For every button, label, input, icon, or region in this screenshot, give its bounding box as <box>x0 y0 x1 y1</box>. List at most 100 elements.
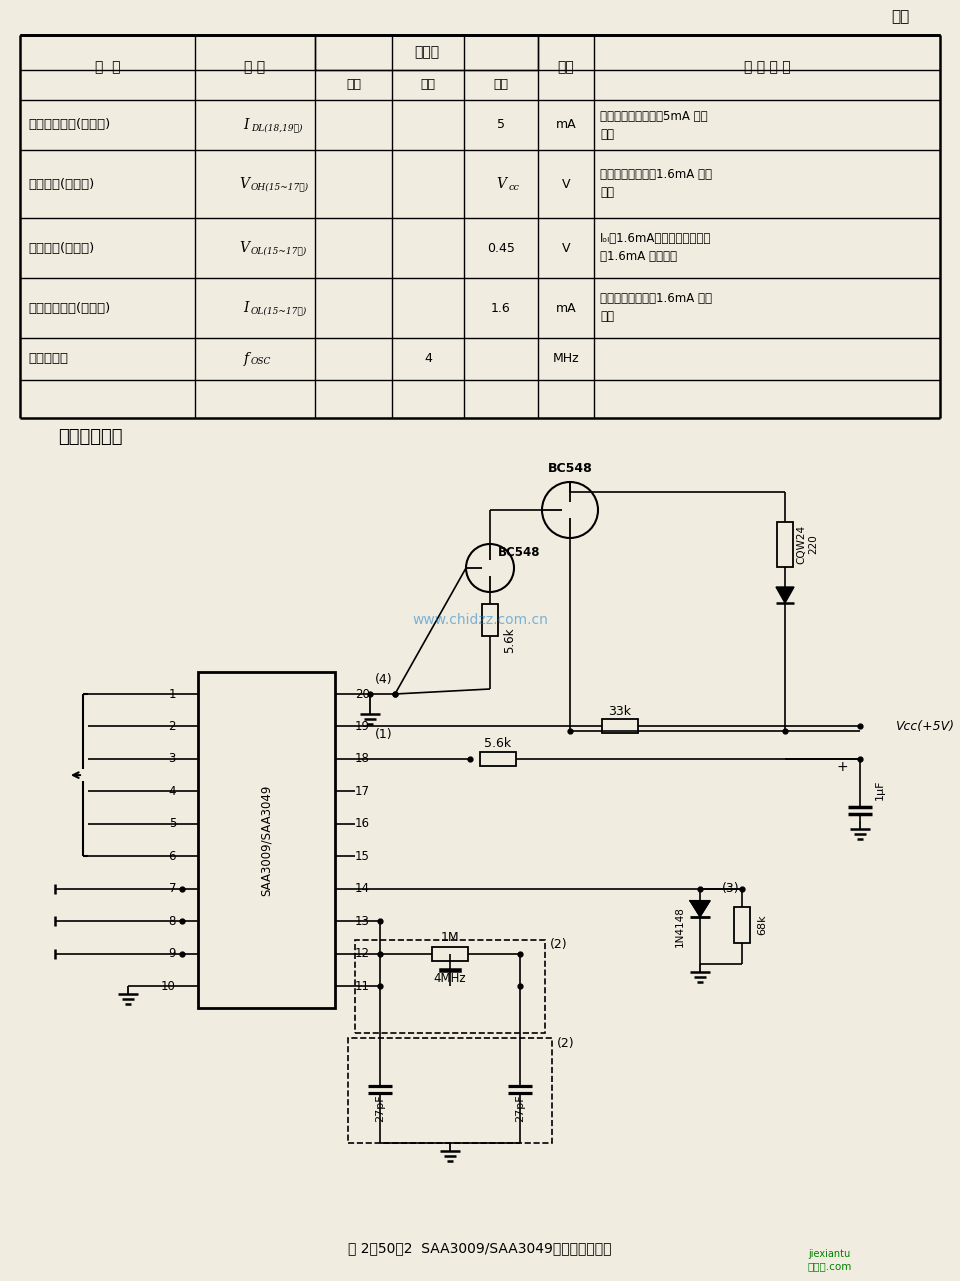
Text: OL(15~17脚): OL(15~17脚) <box>251 246 307 255</box>
Polygon shape <box>776 587 794 603</box>
Text: f: f <box>244 352 249 366</box>
Text: BC548: BC548 <box>547 461 592 474</box>
Text: jiexiantu: jiexiantu <box>808 1249 851 1259</box>
Text: +: + <box>836 760 848 774</box>
Text: 10: 10 <box>161 980 176 993</box>
Text: 名  称: 名 称 <box>95 60 120 74</box>
Text: (1): (1) <box>375 728 393 740</box>
Text: I: I <box>244 118 249 132</box>
Text: 1μF: 1μF <box>875 780 885 801</box>
Text: 带内部上拉电阻的1.6mA 开漏: 带内部上拉电阻的1.6mA 开漏 <box>600 292 712 305</box>
Text: V: V <box>496 177 506 191</box>
Text: 12: 12 <box>355 947 370 959</box>
Bar <box>198 673 335 1008</box>
Bar <box>348 1038 552 1143</box>
Text: 输入电压(高电平): 输入电压(高电平) <box>28 178 94 191</box>
Text: 18: 18 <box>355 752 370 765</box>
Text: V: V <box>562 178 570 191</box>
Bar <box>355 939 545 1032</box>
Text: OSC: OSC <box>251 357 272 366</box>
Text: mA: mA <box>556 119 576 132</box>
Bar <box>777 521 793 567</box>
Text: 5: 5 <box>169 817 176 830</box>
Text: 输出吸收电流(低电平): 输出吸收电流(低电平) <box>28 301 110 315</box>
Text: 68k: 68k <box>757 915 767 935</box>
Text: 15: 15 <box>355 849 370 862</box>
Text: 最小: 最小 <box>346 78 361 91</box>
Text: 5.6k: 5.6k <box>503 628 516 653</box>
Bar <box>602 720 638 734</box>
Text: 0.45: 0.45 <box>487 242 515 255</box>
Text: 典型应用电路: 典型应用电路 <box>58 428 123 446</box>
Text: OL(15~17脚): OL(15~17脚) <box>251 306 307 315</box>
Text: 27pF: 27pF <box>375 1095 385 1122</box>
Text: (3): (3) <box>722 883 739 895</box>
Text: 27pF: 27pF <box>515 1095 525 1122</box>
Text: 3: 3 <box>169 752 176 765</box>
Text: mA: mA <box>556 301 576 315</box>
Text: 测 试 条 件: 测 试 条 件 <box>744 60 790 74</box>
Text: Iₒₗ＝1.6mA，带内部上拉电阻: Iₒₗ＝1.6mA，带内部上拉电阻 <box>600 232 711 246</box>
Text: (2): (2) <box>557 1036 575 1049</box>
Text: 33k: 33k <box>609 705 632 717</box>
Polygon shape <box>316 36 538 70</box>
Text: 带内部上拉电阻的1.6mA 开漏: 带内部上拉电阻的1.6mA 开漏 <box>600 169 712 182</box>
Text: 参数値: 参数値 <box>414 46 439 59</box>
Text: V: V <box>239 177 249 191</box>
Text: 17: 17 <box>355 785 370 798</box>
Text: 9: 9 <box>169 947 176 959</box>
Text: MHz: MHz <box>553 352 579 365</box>
Text: 输出: 输出 <box>600 128 614 141</box>
Text: (4): (4) <box>375 673 393 685</box>
Text: 5: 5 <box>497 119 505 132</box>
Text: 接线图.com: 接线图.com <box>808 1261 852 1271</box>
Text: 续表: 续表 <box>891 9 909 24</box>
Text: 13: 13 <box>355 915 370 927</box>
Text: cc: cc <box>509 182 520 191</box>
Text: I: I <box>244 301 249 315</box>
Text: 14: 14 <box>355 883 370 895</box>
Bar <box>480 752 516 766</box>
Text: 2: 2 <box>169 720 176 733</box>
Text: 4: 4 <box>424 352 432 365</box>
Text: DL(18,19脚): DL(18,19脚) <box>251 123 302 132</box>
Text: 20: 20 <box>355 688 370 701</box>
Text: 7: 7 <box>169 883 176 895</box>
Text: V: V <box>239 241 249 255</box>
Text: 图 2－50－2  SAA3009/SAA3049典型应用电路图: 图 2－50－2 SAA3009/SAA3049典型应用电路图 <box>348 1241 612 1255</box>
Text: V: V <box>562 242 570 255</box>
Text: 19: 19 <box>355 720 370 733</box>
Bar <box>432 947 468 961</box>
Text: Vcc(+5V): Vcc(+5V) <box>895 720 954 733</box>
Text: 不带内部上拉电阻的5mA 开漏: 不带内部上拉电阻的5mA 开漏 <box>600 109 708 123</box>
Polygon shape <box>690 901 710 917</box>
Text: 4: 4 <box>169 785 176 798</box>
Text: (2): (2) <box>550 938 567 951</box>
Bar <box>482 605 498 635</box>
Text: 输入电压(低电平): 输入电压(低电平) <box>28 242 94 255</box>
Text: 最大: 最大 <box>493 78 509 91</box>
Text: 输出吸收电流(低电平): 输出吸收电流(低电平) <box>28 119 110 132</box>
Text: 1M: 1M <box>441 931 459 944</box>
Text: 5.6k: 5.6k <box>485 738 512 751</box>
Text: 8: 8 <box>169 915 176 927</box>
Text: 1: 1 <box>169 688 176 701</box>
Text: 11: 11 <box>355 980 370 993</box>
Text: BC548: BC548 <box>498 547 540 560</box>
Text: 6: 6 <box>169 849 176 862</box>
Text: CQW24
220: CQW24 220 <box>796 524 818 564</box>
Text: 典型: 典型 <box>420 78 436 91</box>
Text: OH(15~17脚): OH(15~17脚) <box>251 182 309 191</box>
Text: www.chidzz.com.cn: www.chidzz.com.cn <box>412 614 548 626</box>
Text: SAA3009/SAA3049: SAA3009/SAA3049 <box>260 784 273 895</box>
Text: 输出: 输出 <box>600 310 614 324</box>
Text: 输出: 输出 <box>600 187 614 200</box>
Text: 1.6: 1.6 <box>492 301 511 315</box>
Bar <box>734 907 750 943</box>
Bar <box>440 968 460 971</box>
Text: 4MHz: 4MHz <box>434 971 467 985</box>
Text: 16: 16 <box>355 817 370 830</box>
Text: 的1.6mA 开漏输出: 的1.6mA 开漏输出 <box>600 251 677 264</box>
Text: 单位: 单位 <box>558 60 574 74</box>
Text: 1N4148: 1N4148 <box>675 906 685 947</box>
